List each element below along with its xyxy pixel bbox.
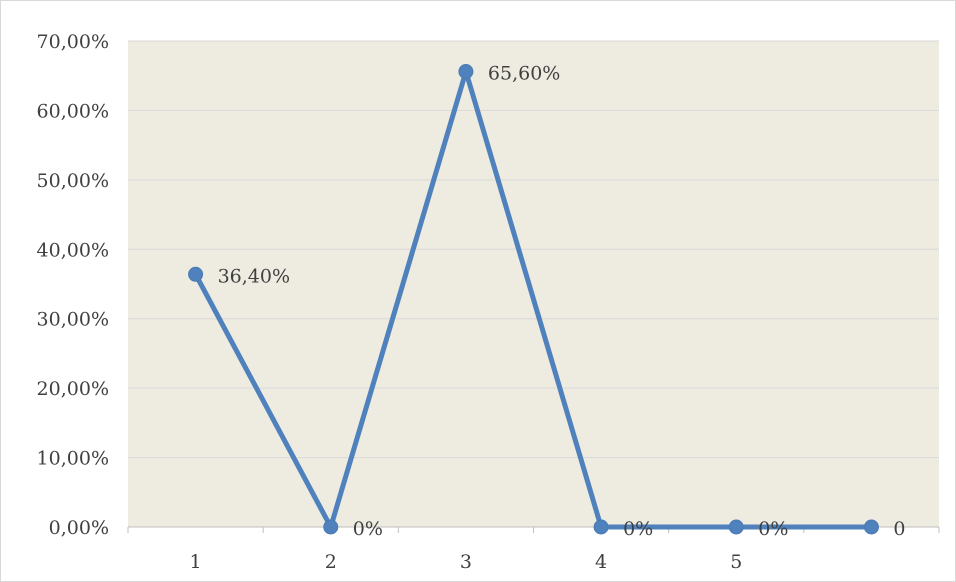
y-tick-label: 20,00% (37, 378, 109, 400)
y-tick-label: 40,00% (37, 239, 109, 261)
x-tick-label: 2 (325, 551, 337, 573)
y-tick-label: 30,00% (37, 309, 109, 331)
x-tick-label: 3 (460, 551, 472, 573)
x-axis-tick-labels: 1 2 3 4 5 (127, 527, 940, 573)
y-tick-label: 10,00% (37, 448, 109, 470)
data-label: 0% (353, 518, 383, 540)
data-point (728, 519, 744, 535)
data-label: 0% (758, 518, 788, 540)
plot-area (128, 41, 939, 527)
data-point (593, 519, 609, 535)
data-point (323, 519, 339, 535)
y-tick-label: 50,00% (37, 170, 109, 192)
data-label: 36,40% (218, 265, 290, 287)
data-point (863, 519, 879, 535)
y-axis-tick-labels: 0,00% 10,00% 20,00% 30,00% 40,00% 50,00% 60,00… (37, 31, 109, 539)
y-tick-label: 70,00% (37, 31, 109, 53)
x-tick-label: 5 (730, 551, 742, 573)
x-tick-label: 1 (190, 551, 202, 573)
data-label: 0 (893, 518, 905, 540)
data-label: 0% (623, 518, 653, 540)
y-tick-label: 0,00% (49, 517, 109, 539)
series-line (193, 69, 874, 530)
x-tick-label: 4 (595, 551, 607, 573)
data-label: 65,60% (488, 63, 560, 85)
y-tick-label: 60,00% (37, 100, 109, 122)
data-point (458, 64, 474, 80)
series-group: 36,40% 0% 65,60% 0% 0% 0 (188, 63, 906, 540)
gridlines (128, 40, 939, 459)
data-point (188, 266, 204, 282)
